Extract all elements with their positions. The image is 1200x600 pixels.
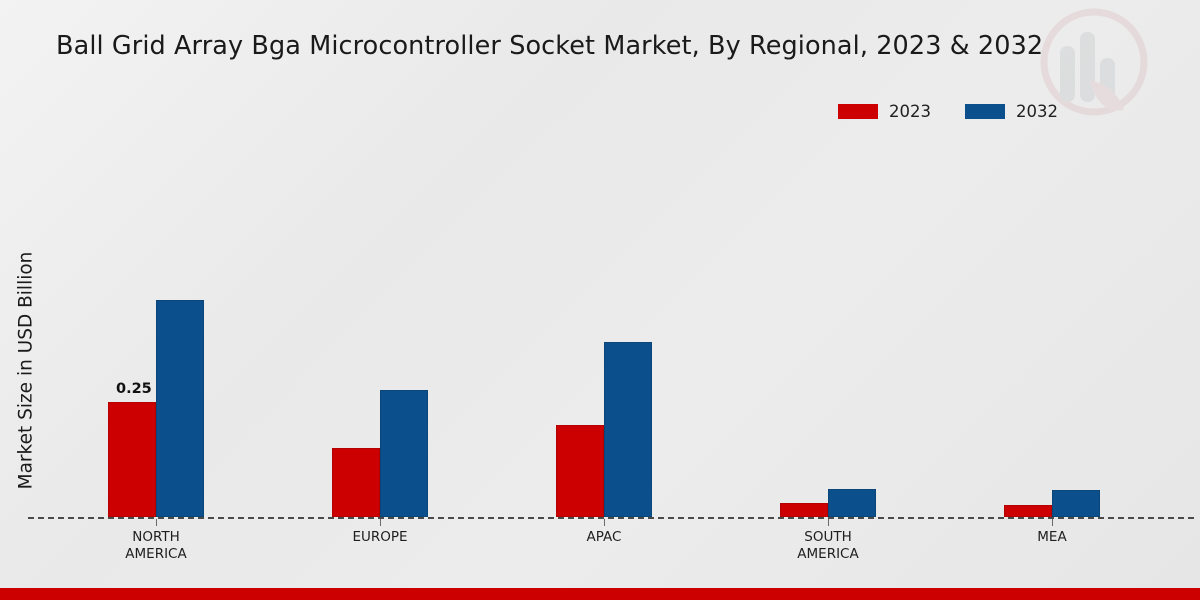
bar-2032[interactable] [828,489,876,517]
bar-2023[interactable] [1004,505,1052,517]
bar-value-label: 0.25 [116,381,152,397]
x-axis-label-line: AMERICA [797,546,859,562]
x-axis-label-line: APAC [586,529,622,545]
x-axis-label-line: EUROPE [352,529,408,545]
bar-2032[interactable] [380,390,428,517]
x-axis-tick [604,519,605,526]
legend-item-2032[interactable]: 2032 [965,102,1058,121]
x-axis-label: SOUTH AMERICA [738,529,918,563]
bar-2032[interactable] [1052,490,1100,517]
x-axis-label-line: NORTH [132,529,180,545]
x-axis-tick [828,519,829,526]
bar-2023[interactable] [780,503,828,517]
bars-wrap [780,489,876,517]
bar-group [332,117,428,517]
bar-group [1004,117,1100,517]
x-axis-tick [1052,519,1053,526]
x-axis-line [28,517,1194,519]
legend-swatch-2023 [838,104,878,119]
bars-wrap [556,342,652,517]
x-axis-label-line: SOUTH [804,529,852,545]
x-axis-tick [380,519,381,526]
x-axis-label-line: MEA [1037,529,1067,545]
bar-2023[interactable] [556,425,604,517]
legend-label-2023: 2023 [889,102,931,121]
x-axis-tick [156,519,157,526]
bar-group [556,117,652,517]
bar-2032[interactable] [156,300,204,517]
legend-label-2032: 2032 [1016,102,1058,121]
x-axis-label-line: AMERICA [125,546,187,562]
bars-wrap [108,300,204,517]
bar-2023[interactable] [332,448,380,517]
chart-legend: 2023 2032 [838,102,1058,121]
legend-swatch-2032 [965,104,1005,119]
bar-2032[interactable] [604,342,652,517]
bar-group [108,117,204,517]
legend-item-2023[interactable]: 2023 [838,102,931,121]
bar-2023[interactable] [108,402,156,517]
x-axis-label: APAC [514,529,694,546]
bars-wrap [1004,490,1100,517]
bars-wrap [332,390,428,517]
footer-accent-bar [0,588,1200,600]
x-axis-label: MEA [962,529,1142,546]
bar-group [780,117,876,517]
x-axis-label: EUROPE [290,529,470,546]
page-title: Ball Grid Array Bga Microcontroller Sock… [56,31,1044,61]
x-axis-label: NORTH AMERICA [66,529,246,563]
